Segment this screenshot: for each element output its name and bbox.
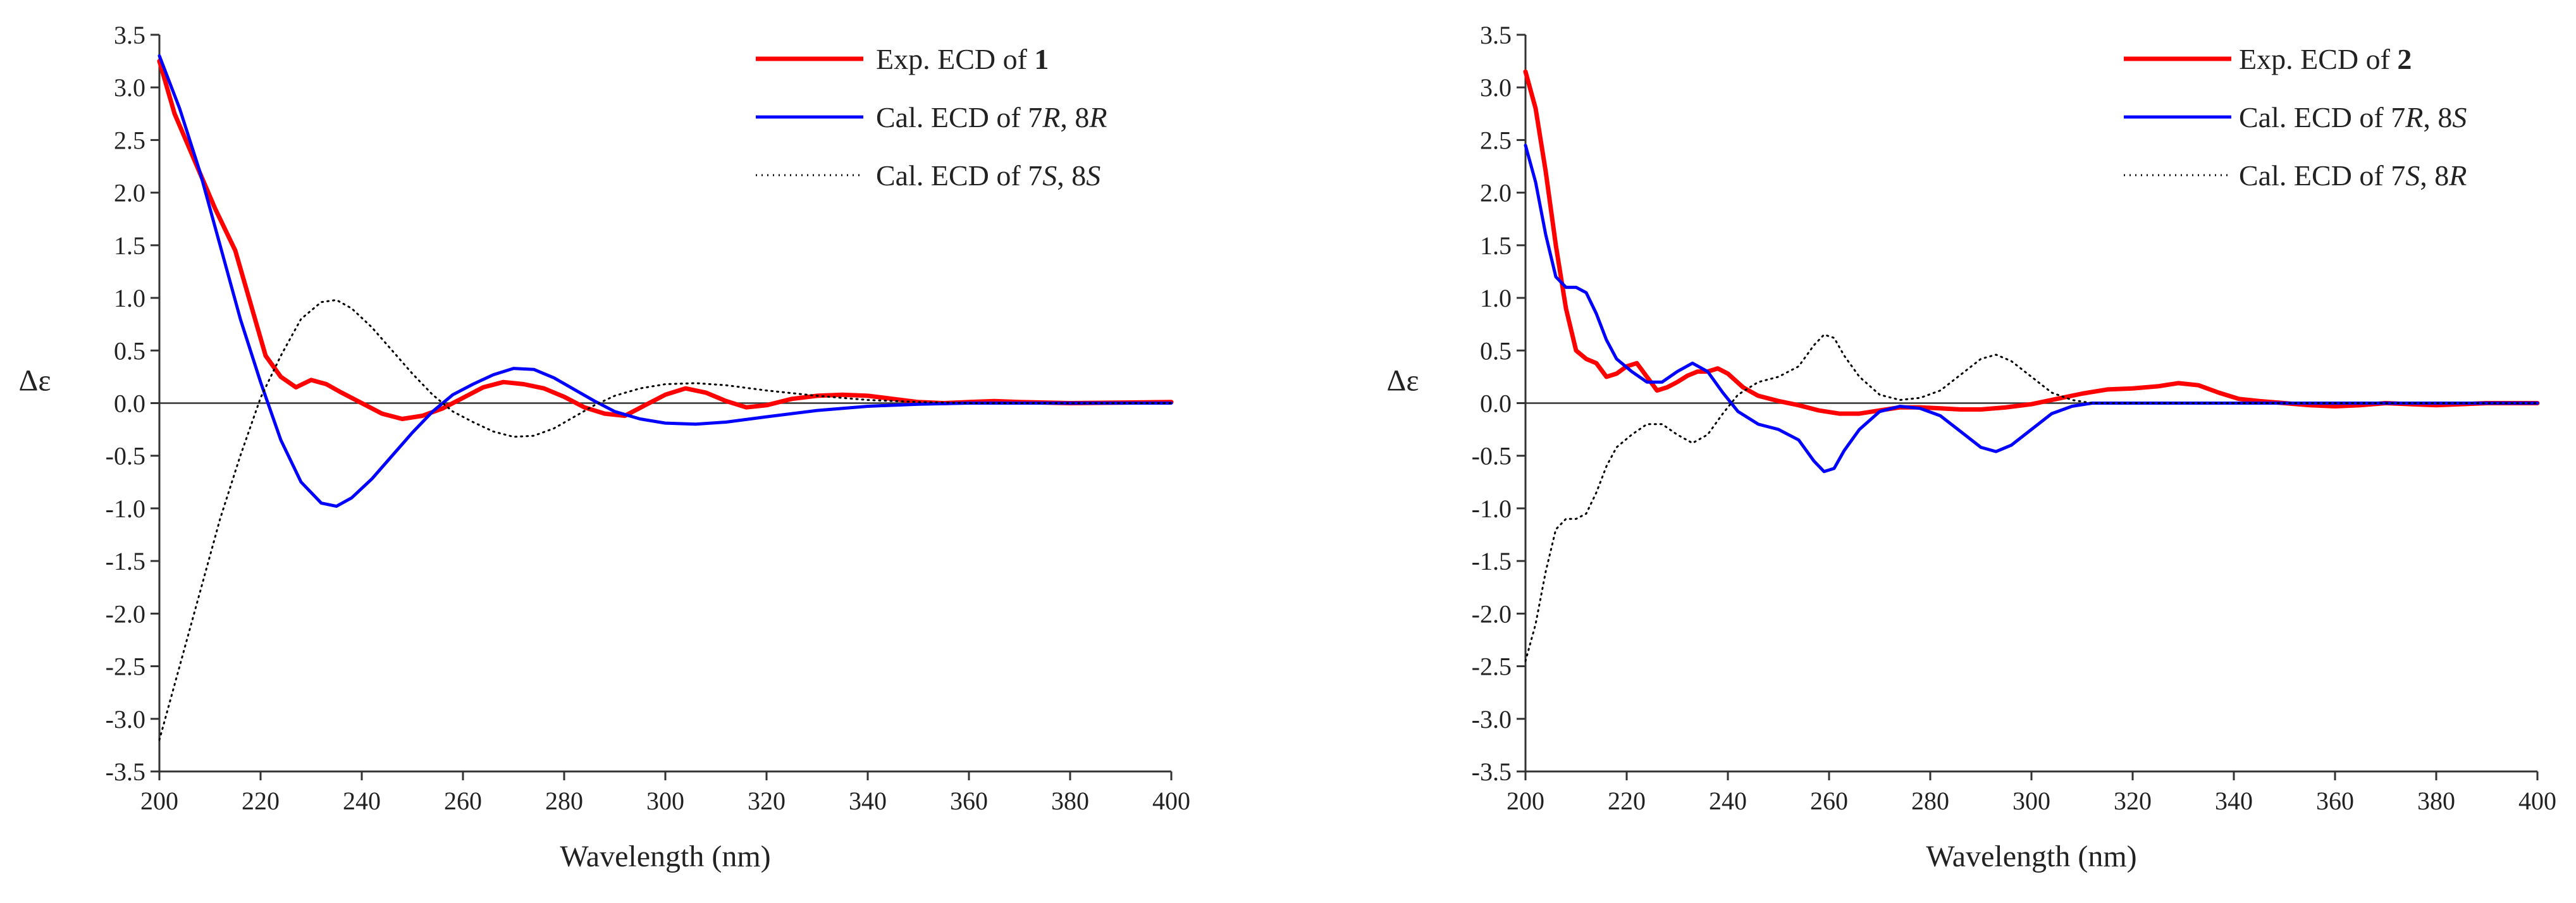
y-tick-label: 3.0 <box>1480 73 1512 102</box>
x-tick-label: 320 <box>748 787 786 815</box>
y-tick-label: -2.0 <box>106 599 145 628</box>
legend-label-prefix: Exp. ECD of <box>876 43 1034 75</box>
x-tick-label: 400 <box>1152 787 1190 815</box>
right-chart-panel: 3.5 3.0 2.5 2.0 1.5 1.0 0.5 0.0 -0.5 -1.0 -1.5 -2.0… <box>1386 21 2556 873</box>
x-tick-label: 360 <box>950 787 988 815</box>
legend-label-part: R <box>1042 101 1060 133</box>
y-tick-label: 2.5 <box>114 126 145 154</box>
x-axis-title: Wavelength (nm) <box>1926 840 2136 873</box>
y-tick-label: -1.0 <box>1472 494 1512 523</box>
legend-label-part: R <box>1088 101 1107 133</box>
x-tick-label: 200 <box>1507 787 1544 815</box>
y-tick-label: -0.5 <box>1472 442 1512 470</box>
x-tick-label: 380 <box>1051 787 1089 815</box>
y-tick-label: 3.5 <box>1480 21 1512 49</box>
series-line-2 <box>158 298 1173 741</box>
legend-label-part: S <box>1086 159 1100 192</box>
y-tick-label: -1.0 <box>106 494 145 523</box>
y-tick-label: -3.0 <box>106 705 145 734</box>
legend-label-part: S <box>2452 101 2467 133</box>
y-tick-label: -2.5 <box>1472 653 1512 681</box>
y-axis-title: Δε <box>18 364 51 398</box>
legend-label-part: S <box>1042 159 1057 192</box>
legend-label-0: Exp. ECD of 2 <box>2239 43 2412 75</box>
legend-label-prefix: Cal. ECD of 7 <box>876 101 1042 133</box>
y-tick-label: 0.0 <box>1480 390 1512 418</box>
series-line-1 <box>157 54 1173 508</box>
y-tick-label: -3.0 <box>1472 705 1512 734</box>
x-tick-label: 320 <box>2114 787 2152 815</box>
x-tick-label: 280 <box>545 787 583 815</box>
y-tick-label: 1.5 <box>114 231 145 260</box>
legend-label-part: , 8 <box>2423 101 2452 133</box>
x-tick-label: 220 <box>242 787 280 815</box>
y-tick-label: -2.5 <box>106 653 145 681</box>
legend-label-prefix: Cal. ECD of 7 <box>2239 159 2405 192</box>
series-line-2 <box>1524 333 2539 662</box>
legend-label-prefix: Exp. ECD of <box>2239 43 2397 75</box>
x-tick-label: 260 <box>1810 787 1848 815</box>
y-tick-label: 3.5 <box>114 21 145 49</box>
legend-label-part: , 8 <box>2420 159 2449 192</box>
legend-label-part: , 8 <box>1057 159 1086 192</box>
legend-label-prefix: Cal. ECD of 7 <box>876 159 1042 192</box>
series-line-0 <box>1523 69 2540 416</box>
legend-label-1: Cal. ECD of 7R, 8S <box>2239 101 2467 133</box>
x-axis-title: Wavelength (nm) <box>560 840 770 873</box>
y-tick-label: 1.0 <box>114 284 145 312</box>
y-tick-label: 1.0 <box>1480 284 1512 312</box>
left-chart-panel: 3.5 3.0 2.5 2.0 1.5 1.0 0.5 0.0 -0.5 -1.0 -1.5 -2.0… <box>18 21 1190 873</box>
y-tick-label: 2.0 <box>114 179 145 207</box>
legend-label-part: R <box>2405 101 2423 133</box>
legend-label-2: Cal. ECD of 7S, 8R <box>2239 159 2467 192</box>
legend-label-1: Cal. ECD of 7R, 8R <box>876 101 1107 133</box>
y-tick-label: 2.5 <box>1480 126 1512 154</box>
x-tick-label: 240 <box>1709 787 1747 815</box>
x-tick-label: 240 <box>343 787 381 815</box>
legend-label-part: R <box>2448 159 2467 192</box>
y-tick-label: -2.0 <box>1472 599 1512 628</box>
legend-label-2: Cal. ECD of 7S, 8S <box>876 159 1100 192</box>
x-tick-label: 340 <box>849 787 887 815</box>
x-tick-label: 260 <box>444 787 482 815</box>
legend-label-part: 2 <box>2397 43 2412 75</box>
x-tick-label: 200 <box>140 787 178 815</box>
x-tick-label: 220 <box>1608 787 1646 815</box>
y-tick-label: -1.5 <box>1472 547 1512 575</box>
y-tick-label: -3.5 <box>106 758 145 786</box>
y-tick-label: 1.5 <box>1480 231 1512 260</box>
y-tick-label: 0.0 <box>114 390 145 418</box>
x-tick-label: 340 <box>2215 787 2253 815</box>
legend-label-0: Exp. ECD of 1 <box>876 43 1049 75</box>
series-line-1 <box>1524 144 2539 474</box>
x-tick-label: 380 <box>2417 787 2455 815</box>
y-tick-label: 0.5 <box>114 336 145 365</box>
x-tick-label: 300 <box>646 787 684 815</box>
legend-label-prefix: Cal. ECD of 7 <box>2239 101 2405 133</box>
x-tick-label: 300 <box>2012 787 2050 815</box>
y-tick-label: 0.5 <box>1480 336 1512 365</box>
y-tick-label: -3.5 <box>1472 758 1512 786</box>
x-tick-label: 400 <box>2518 787 2556 815</box>
y-tick-label: 2.0 <box>1480 179 1512 207</box>
y-tick-label: -0.5 <box>106 442 145 470</box>
x-tick-label: 360 <box>2316 787 2354 815</box>
y-tick-label: -1.5 <box>106 547 145 575</box>
legend-label-part: S <box>2405 159 2420 192</box>
legend-label-part: 1 <box>1034 43 1049 75</box>
x-tick-label: 280 <box>1911 787 1949 815</box>
y-axis-title: Δε <box>1386 364 1419 398</box>
series-line-0 <box>157 59 1174 421</box>
y-tick-label: 3.0 <box>114 73 145 102</box>
legend-label-part: , 8 <box>1060 101 1089 133</box>
